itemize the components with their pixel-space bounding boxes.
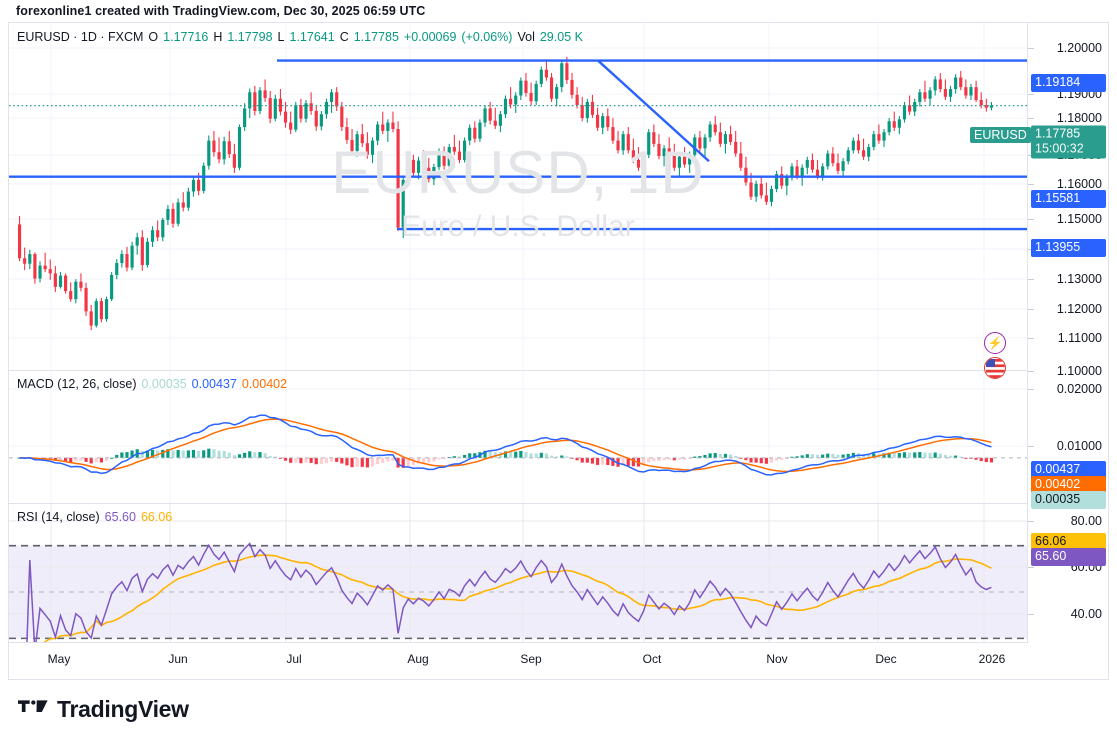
volume-label: Vol <box>517 30 535 44</box>
time-axis-label: Oct <box>642 652 662 666</box>
price-tick-label: 1.10000 <box>1056 364 1102 378</box>
time-axis-label: Dec <box>875 652 897 666</box>
scale-tickmark <box>1028 118 1034 119</box>
rsi-pane[interactable]: RSI (14, close) 65.60 66.06 <box>9 504 1027 643</box>
price-tick-label: 1.18000 <box>1056 111 1102 125</box>
rsi-plot[interactable] <box>9 504 1027 642</box>
rsi-legend[interactable]: RSI (14, close) 65.60 66.06 <box>17 510 177 524</box>
scale-tickmark <box>1028 371 1034 372</box>
price-pane[interactable]: EURUSD, 1D Euro / U.S. Dollar EURUSD · 1… <box>9 23 1027 379</box>
lightning-bolt-icon[interactable]: ⚡ <box>984 332 1006 354</box>
macd-line-value: 0.00437 <box>191 377 237 391</box>
bar-countdown: 15:00:32 <box>1035 141 1084 156</box>
symbol-price-tag: EURUSD <box>970 127 1031 143</box>
time-axis-label: Sep <box>520 652 542 666</box>
scale-tickmark <box>1028 94 1034 95</box>
rsi-ma-value: 66.06 <box>140 510 173 524</box>
time-axis-label: Jul <box>286 652 302 666</box>
lower-level-badge[interactable]: 1.13955 <box>1031 239 1106 257</box>
price-legend[interactable]: EURUSD · 1D · FXCM O 1.17716 H 1.17798 L 1.… <box>17 30 588 44</box>
close-label: C <box>339 30 349 44</box>
price-tick-label: 1.16000 <box>1056 177 1102 191</box>
macd-svg <box>9 371 1027 503</box>
low-value: 1.17641 <box>289 30 335 44</box>
scale-tickmark <box>1028 338 1034 339</box>
rsi-value-badge[interactable]: 66.06 <box>1031 533 1106 551</box>
price-tick-label: 1.13000 <box>1056 272 1102 286</box>
rsi-tick-label: 80.00 <box>1070 514 1102 528</box>
open-label: O <box>148 30 159 44</box>
change-value: +0.00069 <box>403 30 457 44</box>
rsi-value-badge[interactable]: 65.60 <box>1031 548 1106 566</box>
macd-tick-label: 0.02000 <box>1056 382 1102 396</box>
scale-tickmark <box>1028 48 1034 49</box>
macd-value-badge[interactable]: 0.00402 <box>1031 476 1106 494</box>
change-percent: (+0.06%) <box>461 30 513 44</box>
volume-value: 29.05 K <box>539 30 583 44</box>
time-axis-label: Aug <box>407 652 429 666</box>
macd-value-badge[interactable]: 0.00437 <box>1031 461 1106 479</box>
high-label: H <box>213 30 223 44</box>
support-level-badge[interactable]: 1.15581 <box>1031 190 1106 208</box>
price-tick-label: 1.15000 <box>1056 212 1102 226</box>
brand-name: TradingView <box>57 696 189 722</box>
macd-plot[interactable] <box>9 371 1027 503</box>
resistance-level-badge[interactable]: 1.19184 <box>1031 74 1106 92</box>
last-price-value: 1.17785 <box>1035 126 1081 141</box>
price-tick-label: 1.12000 <box>1056 302 1102 316</box>
macd-value-badge[interactable]: 0.00035 <box>1031 491 1106 509</box>
time-axis-label: Nov <box>766 652 788 666</box>
scale-tickmark <box>1028 389 1034 390</box>
chart-frame: EURUSD, 1D Euro / U.S. Dollar EURUSD · 1… <box>8 22 1109 680</box>
price-tick-label: 1.11000 <box>1057 331 1102 345</box>
symbol-label[interactable]: EURUSD · 1D · FXCM <box>17 30 144 44</box>
scale-tickmark <box>1028 567 1034 568</box>
attribution-text: forexonline1 created with TradingView.co… <box>16 4 426 18</box>
rsi-svg <box>9 504 1027 642</box>
time-axis[interactable]: May Jun Jul Aug Sep Oct Nov Dec 2026 <box>9 643 1108 679</box>
macd-signal-value: 0.00402 <box>241 377 288 391</box>
scale-tickmark <box>1028 219 1034 220</box>
price-scale[interactable]: 1.200001.190001.180001.170001.160001.150… <box>970 23 1108 643</box>
scale-tickmark <box>1028 309 1034 310</box>
macd-hist-value: 0.00035 <box>141 377 187 391</box>
candlestick-svg <box>9 23 1027 370</box>
rsi-title[interactable]: RSI (14, close) <box>17 510 100 524</box>
scale-tickmark <box>1028 614 1034 615</box>
scale-tickmark <box>1028 446 1034 447</box>
macd-pane[interactable]: MACD (12, 26, close) 0.00035 0.00437 0.0… <box>9 371 1027 504</box>
time-axis-label: 2026 <box>978 652 1006 666</box>
scale-tickmark <box>1028 521 1034 522</box>
last-price-badge[interactable]: 1.17785 15:00:32 <box>1031 125 1106 159</box>
macd-tick-label: 0.01000 <box>1056 439 1102 453</box>
price-plot[interactable] <box>9 23 1027 370</box>
low-label: L <box>277 30 285 44</box>
time-axis-label: Jun <box>168 652 188 666</box>
close-value: 1.17785 <box>353 30 399 44</box>
scale-tickmark <box>1028 279 1034 280</box>
us-flag-icon[interactable] <box>984 357 1006 379</box>
scale-tickmark <box>1028 184 1034 185</box>
footer-branding: TradingView <box>0 680 1117 739</box>
time-axis-label: May <box>47 652 71 666</box>
macd-legend[interactable]: MACD (12, 26, close) 0.00035 0.00437 0.0… <box>17 377 292 391</box>
high-value: 1.17798 <box>227 30 273 44</box>
tradingview-logo-icon <box>18 700 48 712</box>
rsi-value: 65.60 <box>104 510 136 524</box>
price-tick-label: 1.20000 <box>1056 41 1102 55</box>
open-value: 1.17716 <box>163 30 209 44</box>
macd-title[interactable]: MACD (12, 26, close) <box>17 377 137 391</box>
rsi-tick-label: 40.00 <box>1070 607 1102 621</box>
